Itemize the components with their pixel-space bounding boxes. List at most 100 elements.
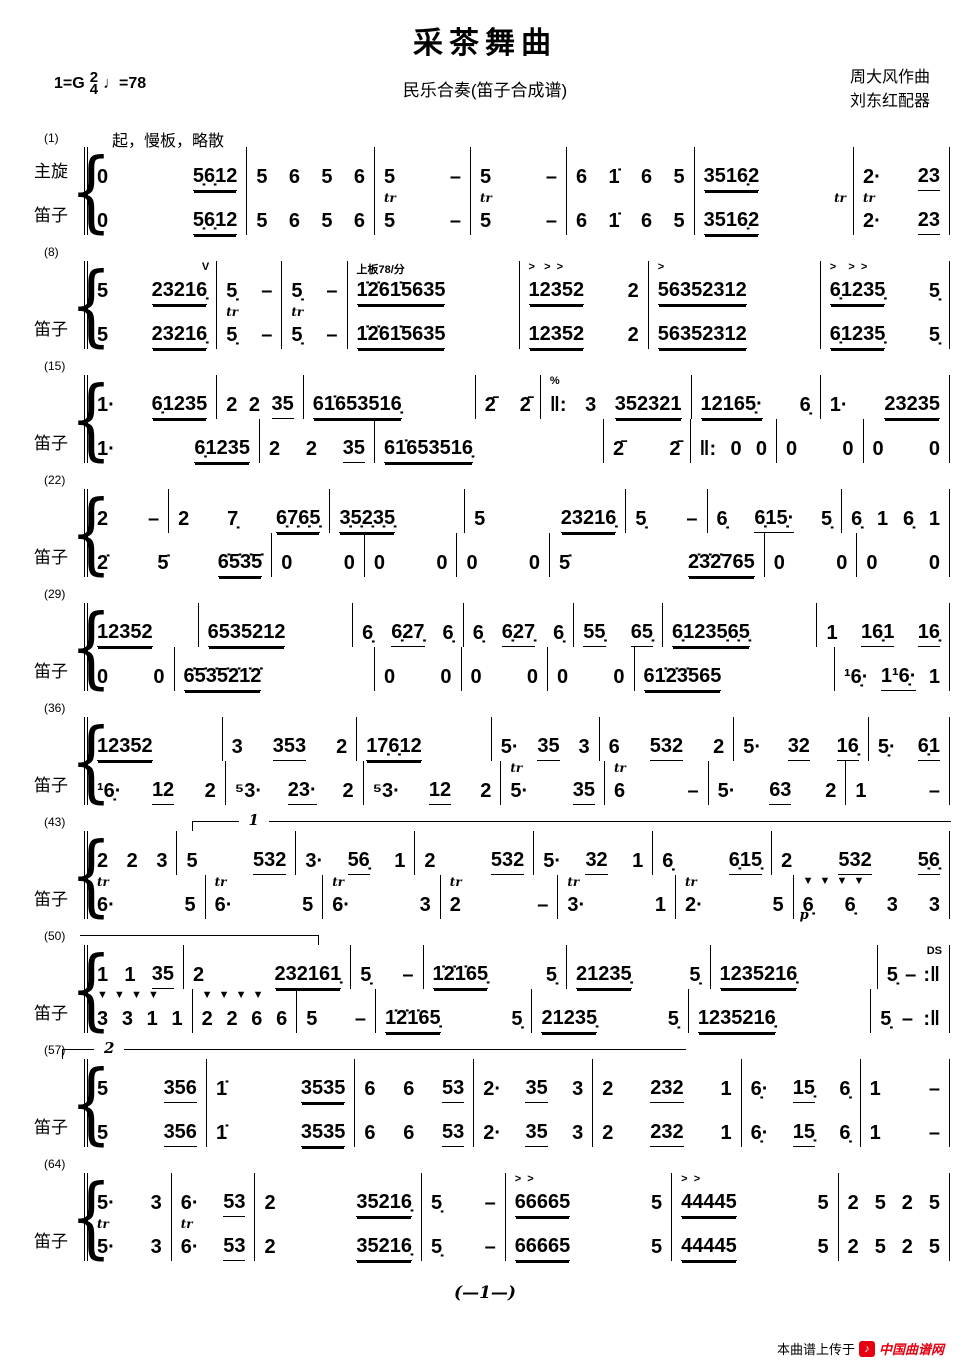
stave-row: 1· 6̣1235 2 2 35 61̇653516̣ 2̄ 2̄% ‖: 3 352321 1216… xyxy=(84,375,950,419)
note-group: 2 xyxy=(264,1236,276,1258)
measure-notes: 6̣ 6̣27̣ 6̣ xyxy=(464,618,574,647)
system-body: 笛子{1 1 35 2 232161̣ 5̣ –1̇2̇1̇65̣ 5̣ 21235̣ 5̣ 123… xyxy=(20,945,951,1033)
part-label: 笛子 xyxy=(34,206,68,225)
note-group: 1 xyxy=(877,508,889,530)
measure-marks xyxy=(415,831,533,846)
note-group: 6 xyxy=(353,210,365,232)
measure-marks xyxy=(474,1059,592,1074)
note-group: 5· xyxy=(743,736,762,758)
measure-marks xyxy=(375,147,470,162)
note-group: 6 xyxy=(288,210,300,232)
measure-notes: 5· 32 16̣ xyxy=(734,732,868,761)
note-group: 5̣· xyxy=(877,736,896,758)
note-group: 6̣ xyxy=(362,622,374,644)
note-group: 17̣6̣12 xyxy=(366,734,422,761)
measure-notes: 5 23216̣ xyxy=(88,320,216,349)
note-group: 56̣ xyxy=(347,848,370,875)
measure: 6 6 53 xyxy=(355,1059,475,1103)
measure-marks xyxy=(462,647,548,662)
note-group: 6̣ xyxy=(839,1078,851,1100)
measure-marks xyxy=(88,533,271,548)
measure: 2 2 35 xyxy=(260,419,375,463)
measure-marks xyxy=(854,147,949,162)
note-group: 5̣ xyxy=(689,964,701,986)
note-group: 3 xyxy=(886,894,898,916)
system-header: (43) 1 xyxy=(20,811,951,831)
measure-number: (22) xyxy=(44,473,66,487)
staves: 5 356 1̇ 3535 6 6 53 2· 35 3 2 232 1 6̣· 15̣ 6̣ 1–5 356 1̇… xyxy=(84,1059,951,1147)
measure: ▼ ▼ ▼ ▼ 6̣ 6̣ 3 3 p xyxy=(794,875,951,923)
measure: 1̇2̇61̇5635 xyxy=(348,305,520,349)
note-group: 5 xyxy=(874,1236,886,1258)
measure-notes: 6 6 53 xyxy=(355,1074,473,1103)
measure: 5̣ – xyxy=(626,489,708,533)
note-group: 0 xyxy=(928,438,940,460)
note-group: 0 xyxy=(97,666,109,688)
measure: 6 1̇ 6 5 xyxy=(567,191,695,235)
note-group: 3 xyxy=(97,1008,109,1030)
note-group: ‖: xyxy=(699,438,717,460)
note-group: 1̇2̇1̇65̣ xyxy=(385,1006,441,1033)
note-group: 1̇2̇1̇65̣ xyxy=(432,962,489,989)
note-group: 15̣ xyxy=(792,1120,816,1147)
part-label xyxy=(20,603,68,647)
measure: ▼ ▼ ▼ ▼ 3 3 1 1 xyxy=(88,989,193,1033)
measure-marks xyxy=(260,419,374,434)
note-group: 6̣27̣ xyxy=(391,620,425,647)
note-group: 5 xyxy=(384,166,396,188)
measure-notes: 6 532 2 xyxy=(600,732,734,761)
part-labels: 笛子 xyxy=(20,1173,68,1261)
system: (57) 2 笛子{5 356 1̇ 3535 6 6 53 2· 35 3 2 232 1 6̣· 15̣ 6̣… xyxy=(20,1039,951,1147)
note-group: 23216̣ xyxy=(560,506,617,533)
measure-notes: 6· 5 xyxy=(206,890,323,919)
measure: 6 1̇ 6 5 xyxy=(567,147,695,191)
measure-marks xyxy=(474,1103,592,1118)
measure-notes: 2 35216̣ xyxy=(255,1232,420,1261)
note-group: 5 xyxy=(772,894,784,916)
measure: 3516̣2 xyxy=(695,147,854,191)
measure-notes: 5 356 xyxy=(88,1074,206,1103)
note-group: 2 xyxy=(264,1192,276,1214)
note-group: 1 xyxy=(720,1122,732,1144)
measure: 5– xyxy=(375,147,471,191)
measure-notes: 5 356 xyxy=(88,1118,206,1147)
measure-notes: ¹6̣· 1¹6̣· 1 xyxy=(835,662,949,691)
measure-marks xyxy=(330,489,464,504)
part-label: 笛子 xyxy=(34,434,68,453)
note-group: 0 xyxy=(730,438,742,460)
note-group: 2 xyxy=(269,438,281,460)
note-group: 6 xyxy=(403,1122,415,1144)
measure-notes: 44445 5 xyxy=(672,1188,837,1217)
measure-notes: 2– xyxy=(88,504,168,533)
note-group: 12 xyxy=(151,778,175,805)
note-group: 5̇ xyxy=(559,552,571,574)
measure-marks xyxy=(353,603,463,618)
note-group: 3516̣2 xyxy=(703,208,760,235)
site-name: 中国曲谱网 xyxy=(878,1342,944,1357)
measure-marks xyxy=(355,1103,473,1118)
stave-row: 1 1 35 2 232161̣ 5̣ –1̇2̇1̇65̣ 5̣ 21235̣ 5̣ 123521… xyxy=(84,945,950,989)
volta-label: 2 xyxy=(93,1039,125,1057)
measure-marks xyxy=(626,489,706,504)
note-group: 55̣ xyxy=(583,620,606,647)
measure: 6̣ 1 6̣ 1 xyxy=(842,489,950,533)
measure-marks: tr xyxy=(97,875,109,889)
staves: 12352 3 353 2 17̣6̣12 5· 35 3 6 532 2 5· 32 16̣ 5̣· 6̣1… xyxy=(84,717,950,805)
measure-notes: 1· 6̣1235 xyxy=(88,390,216,419)
note-group: 1 xyxy=(855,780,867,802)
measure: 2· 23 xyxy=(854,147,950,191)
system-body: 笛子{V 5 23216̣ 5̣ –5̣ – 上板78/分 1̇2̇61̇5635 > > >1… xyxy=(20,261,950,349)
measure: tr 6· 53 xyxy=(172,1217,256,1261)
note-group: 5 xyxy=(97,280,109,302)
note-group: 1235216̣ xyxy=(697,1006,776,1033)
note-group: 2 xyxy=(204,780,216,802)
note-group: 5 xyxy=(817,1236,829,1258)
system-header: (36) xyxy=(20,698,950,717)
note-group: 53 xyxy=(442,1120,465,1147)
note-group: 1 xyxy=(146,1008,158,1030)
measure-marks xyxy=(88,305,216,320)
note-group: 1 xyxy=(124,964,136,986)
note-group: 0 xyxy=(281,552,293,574)
